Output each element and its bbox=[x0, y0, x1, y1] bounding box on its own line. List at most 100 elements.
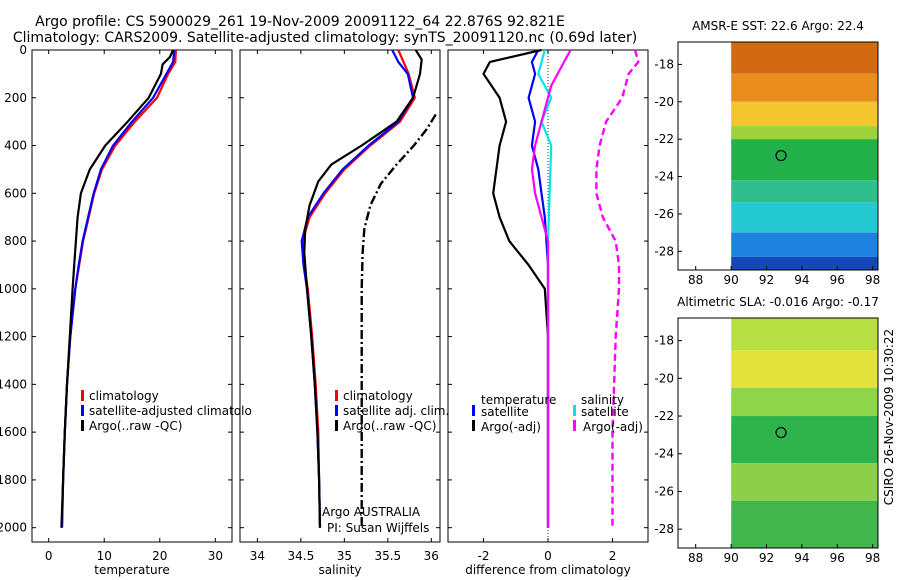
legend-swatch bbox=[81, 420, 84, 431]
legend-swatch bbox=[335, 420, 338, 431]
legend-swatch bbox=[335, 405, 338, 416]
temperature-panel: 0 10 20 30 0 200 400 600 800 1000 1200 1400 1600 1800… bbox=[0, 43, 252, 577]
map-color-band bbox=[731, 73, 878, 102]
map-field bbox=[731, 42, 878, 270]
x-tick-label: 88 bbox=[688, 551, 703, 565]
series-line-argo-raw-qc- bbox=[303, 49, 423, 528]
legend-label: Argo(..raw -QC) bbox=[343, 419, 436, 433]
legend-swatch bbox=[573, 405, 576, 416]
legend-swatch bbox=[81, 390, 84, 401]
legend-label: satellite adj. clim. bbox=[343, 404, 449, 418]
map-field bbox=[731, 318, 878, 548]
salinity-panel: 34 34.5 35 35.5 36 salinity climatologysatelli… bbox=[239, 49, 449, 577]
legend-label: satellite-adjusted climatolo bbox=[89, 404, 252, 418]
legend-swatch bbox=[573, 420, 576, 431]
map-color-band bbox=[731, 256, 878, 270]
y-tick-label: -26 bbox=[654, 484, 674, 498]
x-tick-label: 98 bbox=[865, 273, 880, 287]
map-title: AMSR-E SST: 22.6 Argo: 22.4 bbox=[692, 19, 864, 33]
x-tick-label: 2 bbox=[609, 549, 617, 563]
map-color-band bbox=[731, 42, 878, 74]
legend-label: Argo(-adj) bbox=[583, 420, 643, 434]
plot-frame bbox=[239, 49, 441, 543]
x-tick-label: 94 bbox=[794, 273, 809, 287]
legend-heading-salinity: salinity bbox=[581, 393, 624, 407]
map-color-band bbox=[731, 232, 878, 257]
y-tick-label: 1400 bbox=[0, 377, 27, 391]
argo-location-marker bbox=[775, 426, 787, 439]
series-line-argo-raw bbox=[595, 49, 640, 528]
figure-title-line1: Argo profile: CS 5900029_261 19-Nov-2009… bbox=[35, 14, 565, 30]
sla-map-panel: Altimetric SLA: -0.016 Argo: -0.17 88 90 92… bbox=[654, 295, 880, 565]
timestamp-label: CSIRO 26-Nov-2009 10:30:22 bbox=[882, 329, 896, 505]
x-tick-label: 98 bbox=[865, 551, 880, 565]
series-line-argo-adj- bbox=[482, 48, 550, 528]
legend-label: Argo(..raw -QC) bbox=[89, 419, 182, 433]
map-color-band bbox=[731, 180, 878, 203]
x-tick-label: 34.5 bbox=[288, 549, 315, 563]
x-tick-label: 92 bbox=[759, 273, 774, 287]
x-tick-label: 35.5 bbox=[374, 549, 401, 563]
map-color-band bbox=[731, 387, 878, 417]
legend-label: satellite bbox=[481, 405, 529, 419]
map-color-band bbox=[731, 126, 878, 140]
series-line-argo-adj- bbox=[530, 49, 572, 528]
y-tick-label: 600 bbox=[4, 186, 27, 200]
legend-swatch bbox=[472, 420, 475, 431]
y-tick-label: 0 bbox=[19, 43, 27, 57]
y-tick-label: -24 bbox=[654, 447, 674, 461]
x-tick-label: 36 bbox=[424, 549, 439, 563]
plot-frame bbox=[31, 49, 233, 543]
map-color-band bbox=[731, 416, 878, 464]
map-color-band bbox=[731, 500, 878, 548]
legend-heading-temperature: temperature bbox=[481, 393, 556, 407]
x-tick-label: 92 bbox=[759, 551, 774, 565]
x-axis-label: difference from climatology bbox=[465, 563, 631, 577]
y-tick-label: 2000 bbox=[0, 521, 27, 535]
x-tick-label: 90 bbox=[723, 551, 738, 565]
legend-label: climatology bbox=[343, 389, 413, 403]
x-tick-label: 94 bbox=[794, 551, 809, 565]
y-tick-label: 1200 bbox=[0, 330, 27, 344]
y-tick-label: -28 bbox=[654, 244, 674, 258]
y-tick-label: 200 bbox=[4, 91, 27, 105]
legend-label: climatology bbox=[89, 389, 159, 403]
x-tick-label: 0 bbox=[544, 549, 552, 563]
x-axis-label: temperature bbox=[94, 563, 169, 577]
x-tick-label: 30 bbox=[208, 549, 223, 563]
x-tick-label: 35 bbox=[337, 549, 352, 563]
y-tick-label: -22 bbox=[654, 132, 674, 146]
series-line-argo-raw-qc- bbox=[60, 49, 175, 528]
sst-map-panel: AMSR-E SST: 22.6 Argo: 22.4 88 90 92 94 96 98 -… bbox=[654, 19, 880, 287]
map-color-band bbox=[731, 101, 878, 127]
x-tick-label: 96 bbox=[830, 551, 845, 565]
legend-swatch bbox=[472, 405, 475, 416]
y-tick-label: -20 bbox=[654, 95, 674, 109]
x-tick-label: 10 bbox=[97, 549, 112, 563]
legend-swatch bbox=[335, 390, 338, 401]
y-tick-label: -28 bbox=[654, 522, 674, 536]
series-line-argo-raw bbox=[360, 113, 437, 528]
y-tick-label: 1000 bbox=[0, 282, 27, 296]
legend-swatch bbox=[81, 405, 84, 416]
map-color-band bbox=[731, 463, 878, 501]
series-line-climatology bbox=[60, 49, 177, 528]
y-tick-label: -18 bbox=[654, 334, 674, 348]
y-tick-label: -22 bbox=[654, 409, 674, 423]
x-tick-label: 0 bbox=[45, 549, 53, 563]
map-color-band bbox=[731, 350, 878, 388]
y-tick-label: 1800 bbox=[0, 473, 27, 487]
x-tick-label: 96 bbox=[830, 273, 845, 287]
y-tick-label: -18 bbox=[654, 57, 674, 71]
map-title: Altimetric SLA: -0.016 Argo: -0.17 bbox=[677, 295, 879, 309]
argo-location-marker bbox=[775, 149, 787, 162]
x-axis-label: salinity bbox=[318, 563, 361, 577]
map-color-band bbox=[731, 318, 878, 351]
y-tick-label: -24 bbox=[654, 170, 674, 184]
x-tick-label: -2 bbox=[477, 549, 489, 563]
credit-program: Argo AUSTRALIA bbox=[322, 505, 421, 519]
map-color-band bbox=[731, 202, 878, 233]
legend-label: Argo(-adj) bbox=[481, 420, 541, 434]
legend-label: satellite bbox=[581, 405, 629, 419]
